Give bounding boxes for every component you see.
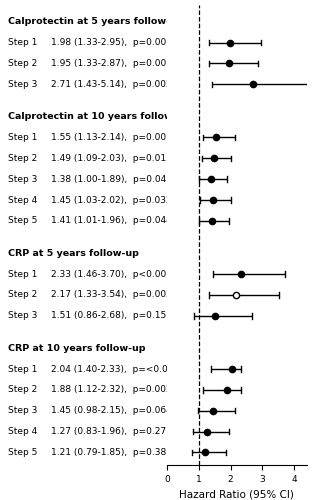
Text: Calprotectin at 10 years follow-up: Calprotectin at 10 years follow-up <box>8 112 190 121</box>
Text: 2.33 (1.46-3.70),  p<0.001: 2.33 (1.46-3.70), p<0.001 <box>51 270 172 278</box>
Text: Step 1: Step 1 <box>8 133 37 142</box>
Text: Step 2: Step 2 <box>8 154 37 163</box>
Text: Step 1: Step 1 <box>8 38 37 47</box>
Text: Step 3: Step 3 <box>8 174 37 184</box>
Text: 1.38 (1.00-1.89),  p=0.047: 1.38 (1.00-1.89), p=0.047 <box>51 174 172 184</box>
Text: CRP at 10 years follow-up: CRP at 10 years follow-up <box>8 344 145 352</box>
Text: Step 3: Step 3 <box>8 80 37 89</box>
Text: 1.95 (1.33-2.87),  p=0.001: 1.95 (1.33-2.87), p=0.001 <box>51 59 172 68</box>
Text: Step 1: Step 1 <box>8 270 37 278</box>
Text: Step 5: Step 5 <box>8 448 37 457</box>
Text: Step 2: Step 2 <box>8 59 37 68</box>
Text: Calprotectin at 5 years follow-up: Calprotectin at 5 years follow-up <box>8 17 183 26</box>
Text: 2.04 (1.40-2.33),  p=<0.001: 2.04 (1.40-2.33), p=<0.001 <box>51 364 180 374</box>
Text: 1.27 (0.83-1.96),  p=0.27: 1.27 (0.83-1.96), p=0.27 <box>51 427 167 436</box>
Text: 1.88 (1.12-2.32),  p=0.002: 1.88 (1.12-2.32), p=0.002 <box>51 386 172 394</box>
Text: Step 1: Step 1 <box>8 364 37 374</box>
Text: 2.71 (1.43-5.14),  p=0.002: 2.71 (1.43-5.14), p=0.002 <box>51 80 172 89</box>
Text: 1.45 (1.03-2.02),  p=0.032: 1.45 (1.03-2.02), p=0.032 <box>51 196 172 204</box>
Text: 1.55 (1.13-2.14),  p=0.007: 1.55 (1.13-2.14), p=0.007 <box>51 133 172 142</box>
Text: 1.51 (0.86-2.68),  p=0.15: 1.51 (0.86-2.68), p=0.15 <box>51 312 167 320</box>
Text: Step 3: Step 3 <box>8 406 37 416</box>
Text: Step 2: Step 2 <box>8 386 37 394</box>
Text: 1.49 (1.09-2.03),  p=0.013: 1.49 (1.09-2.03), p=0.013 <box>51 154 172 163</box>
Text: 1.41 (1.01-1.96),  p=0.044: 1.41 (1.01-1.96), p=0.044 <box>51 216 172 226</box>
Text: Step 5: Step 5 <box>8 216 37 226</box>
Text: 1.98 (1.33-2.95),  p=0.001: 1.98 (1.33-2.95), p=0.001 <box>51 38 172 47</box>
Text: 1.21 (0.79-1.85),  p=0.38: 1.21 (0.79-1.85), p=0.38 <box>51 448 167 457</box>
Text: Step 3: Step 3 <box>8 312 37 320</box>
Text: Step 4: Step 4 <box>8 427 37 436</box>
Text: 1.45 (0.98-2.15),  p=0.064: 1.45 (0.98-2.15), p=0.064 <box>51 406 172 416</box>
Text: Step 4: Step 4 <box>8 196 37 204</box>
Text: CRP at 5 years follow-up: CRP at 5 years follow-up <box>8 249 139 258</box>
Text: Step 2: Step 2 <box>8 290 37 300</box>
Text: 2.17 (1.33-3.54),  p=0.002: 2.17 (1.33-3.54), p=0.002 <box>51 290 172 300</box>
X-axis label: Hazard Ratio (95% CI): Hazard Ratio (95% CI) <box>179 490 294 500</box>
